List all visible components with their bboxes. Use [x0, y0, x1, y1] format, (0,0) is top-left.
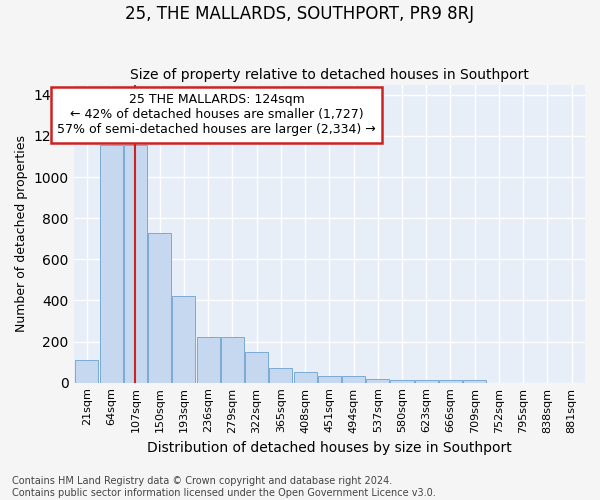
Bar	[439, 380, 462, 382]
Bar	[293, 372, 317, 382]
Bar	[269, 368, 292, 382]
Bar	[366, 378, 389, 382]
Bar	[342, 376, 365, 382]
Bar	[391, 380, 413, 382]
Bar	[221, 338, 244, 382]
Bar	[197, 338, 220, 382]
Text: 25 THE MALLARDS: 124sqm
← 42% of detached houses are smaller (1,727)
57% of semi: 25 THE MALLARDS: 124sqm ← 42% of detache…	[58, 94, 376, 136]
Title: Size of property relative to detached houses in Southport: Size of property relative to detached ho…	[130, 68, 529, 82]
Bar	[318, 376, 341, 382]
Bar	[100, 145, 122, 382]
Bar	[463, 380, 486, 382]
Bar	[148, 232, 171, 382]
Text: Contains HM Land Registry data © Crown copyright and database right 2024.
Contai: Contains HM Land Registry data © Crown c…	[12, 476, 436, 498]
X-axis label: Distribution of detached houses by size in Southport: Distribution of detached houses by size …	[147, 441, 512, 455]
Bar	[245, 352, 268, 382]
Text: 25, THE MALLARDS, SOUTHPORT, PR9 8RJ: 25, THE MALLARDS, SOUTHPORT, PR9 8RJ	[125, 5, 475, 23]
Bar	[124, 145, 147, 382]
Bar	[76, 360, 98, 382]
Y-axis label: Number of detached properties: Number of detached properties	[15, 135, 28, 332]
Bar	[172, 296, 196, 382]
Bar	[415, 380, 438, 382]
